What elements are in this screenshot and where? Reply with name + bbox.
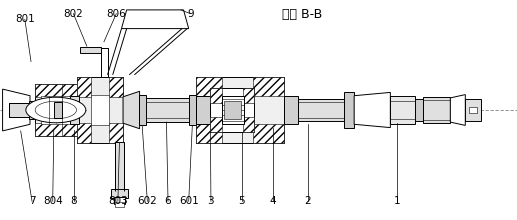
Bar: [210, 88, 254, 132]
Bar: [140, 98, 194, 122]
Bar: [9, 103, 29, 117]
Bar: [196, 77, 222, 96]
Bar: [114, 197, 125, 204]
Text: 804: 804: [43, 196, 63, 206]
Polygon shape: [450, 95, 465, 125]
Text: 2: 2: [305, 196, 311, 206]
Text: 6: 6: [165, 196, 171, 206]
Text: 5: 5: [239, 196, 245, 206]
Bar: [224, 101, 241, 119]
Bar: [139, 95, 146, 125]
Bar: [344, 92, 354, 128]
Bar: [210, 88, 222, 103]
Bar: [243, 88, 254, 103]
Bar: [253, 124, 284, 143]
Bar: [390, 96, 415, 124]
Text: 4: 4: [270, 196, 276, 206]
Polygon shape: [121, 10, 189, 29]
Bar: [284, 96, 298, 124]
Bar: [91, 95, 109, 125]
Polygon shape: [3, 89, 30, 131]
Text: 806: 806: [107, 9, 126, 19]
Polygon shape: [123, 91, 140, 129]
Bar: [189, 95, 196, 125]
Bar: [115, 202, 124, 207]
Text: 803: 803: [108, 196, 128, 206]
Bar: [222, 96, 244, 124]
Bar: [465, 99, 481, 121]
Text: 3: 3: [208, 196, 214, 206]
Bar: [469, 107, 477, 113]
Bar: [243, 117, 254, 132]
Bar: [35, 84, 77, 136]
Bar: [29, 101, 35, 119]
Bar: [109, 77, 123, 97]
Bar: [210, 117, 222, 132]
Bar: [77, 77, 123, 143]
Polygon shape: [354, 92, 390, 128]
Text: 801: 801: [15, 14, 35, 24]
Bar: [80, 47, 101, 53]
Bar: [298, 99, 344, 121]
Bar: [196, 124, 222, 143]
Bar: [111, 189, 128, 198]
Bar: [54, 102, 62, 118]
Bar: [115, 142, 124, 191]
Bar: [35, 84, 77, 97]
Text: 601: 601: [179, 196, 199, 206]
Bar: [109, 123, 123, 143]
Bar: [70, 96, 79, 124]
Bar: [253, 77, 284, 96]
Bar: [196, 77, 284, 143]
Bar: [77, 77, 91, 97]
Text: 602: 602: [138, 196, 157, 206]
Text: 1: 1: [394, 196, 400, 206]
Bar: [101, 48, 108, 77]
Bar: [423, 97, 450, 123]
Text: 8: 8: [71, 196, 77, 206]
Bar: [77, 123, 91, 143]
Bar: [196, 96, 210, 124]
Text: 剖面 B-B: 剖面 B-B: [282, 8, 322, 21]
Bar: [415, 99, 423, 121]
Bar: [41, 96, 70, 124]
Bar: [35, 123, 77, 136]
Text: 802: 802: [64, 9, 83, 19]
Text: 9: 9: [187, 9, 193, 19]
Text: 7: 7: [29, 196, 35, 206]
Circle shape: [26, 97, 86, 123]
